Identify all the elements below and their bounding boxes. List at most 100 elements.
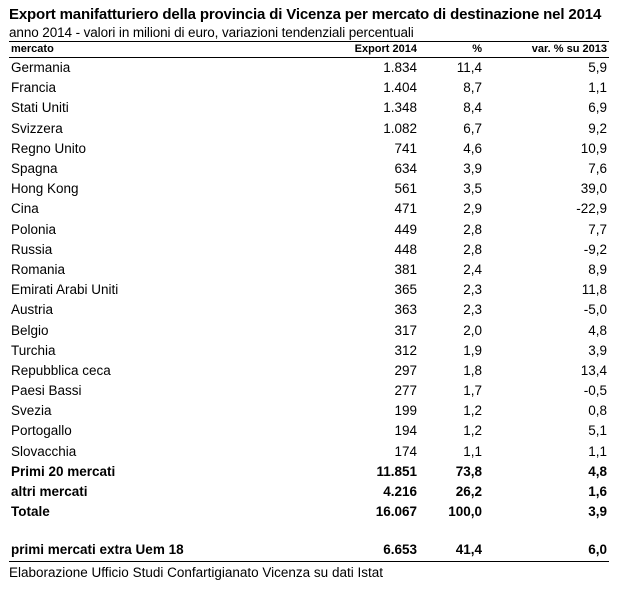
cell-percent: 1,8 (463, 362, 482, 378)
header-mercato: mercato (9, 41, 334, 58)
cell-export-2014: 561 (394, 181, 417, 197)
table-row: Paesi Bassi 277 1,7 -0,5 (9, 381, 609, 401)
cell-export-2014: 277 (394, 383, 417, 399)
cell-export-2014: 16.067 (375, 504, 417, 520)
cell-percent: 1,1 (463, 443, 482, 459)
table-row: Svezia 199 1,2 0,8 (9, 401, 609, 421)
cell-percent: 1,2 (463, 423, 482, 439)
cell-mercato: Romania (11, 261, 66, 277)
table-row: Slovacchia 174 1,1 1,1 (9, 442, 609, 462)
table-row: Turchia 312 1,9 3,9 (9, 341, 609, 361)
cell-export-2014: 448 (394, 241, 417, 257)
cell-mercato: Germania (11, 60, 71, 76)
spacer-row (9, 522, 609, 540)
export-table: mercato Export 2014 % var. % su 2013 Ger… (9, 41, 609, 562)
table-body: Germania 1.834 11,4 5,9 Francia 1.404 8,7 1,1 St… (9, 58, 609, 562)
cell-var-percent: 5,1 (588, 423, 607, 439)
cell-percent: 3,5 (463, 181, 482, 197)
cell-var-percent: 3,9 (588, 504, 607, 520)
cell-export-2014: 317 (394, 322, 417, 338)
table-row: Regno Unito 741 4,6 10,9 (9, 139, 609, 159)
cell-percent: 8,7 (463, 80, 482, 96)
cell-var-percent: 4,8 (588, 463, 607, 479)
cell-mercato: Primi 20 mercati (11, 463, 116, 479)
cell-percent: 2,3 (463, 282, 482, 298)
document-title: Export manifatturiero della provincia di… (9, 6, 602, 23)
cell-mercato: primi mercati extra Uem 18 (9, 540, 334, 562)
table-row: Spagna 634 3,9 7,6 (9, 159, 609, 179)
cell-var-percent: 39,0 (580, 181, 607, 197)
cell-var-percent: 13,4 (580, 362, 607, 378)
header-percent: % (419, 41, 484, 58)
cell-percent: 3,9 (463, 161, 482, 177)
cell-mercato: Belgio (11, 322, 49, 338)
cell-var-percent: 6,9 (588, 100, 607, 116)
cell-var-percent: -0,5 (583, 383, 607, 399)
table-row: Germania 1.834 11,4 5,9 (9, 58, 609, 79)
cell-var-percent: 1,1 (588, 80, 607, 96)
table-row: Francia 1.404 8,7 1,1 (9, 78, 609, 98)
document-subtitle: anno 2014 - valori in milioni di euro, v… (9, 25, 414, 40)
cell-mercato: Austria (11, 302, 54, 318)
table-row: Belgio 317 2,0 4,8 (9, 320, 609, 340)
cell-var-percent: 4,8 (588, 322, 607, 338)
table-row: Stati Uniti 1.348 8,4 6,9 (9, 98, 609, 118)
cell-percent: 1,9 (463, 342, 482, 358)
source-note: Elaborazione Ufficio Studi Confartigiana… (9, 564, 383, 580)
cell-mercato: Paesi Bassi (11, 383, 82, 399)
cell-var-percent: 10,9 (580, 140, 607, 156)
cell-percent: 1,2 (463, 403, 482, 419)
table-row: Romania 381 2,4 8,9 (9, 260, 609, 280)
cell-percent: 6,7 (463, 120, 482, 136)
cell-export-2014: 363 (394, 302, 417, 318)
extra-uem-row: primi mercati extra Uem 18 6.653 41,4 6,0 (9, 540, 609, 562)
cell-mercato: Totale (11, 504, 50, 520)
cell-export-2014: 471 (394, 201, 417, 217)
cell-mercato: Regno Unito (11, 140, 87, 156)
cell-var-percent: 6,0 (484, 540, 609, 562)
total-row: altri mercati 4.216 26,2 1,6 (9, 482, 609, 502)
cell-mercato: Stati Uniti (11, 100, 69, 116)
cell-export-2014: 1.082 (383, 120, 417, 136)
cell-var-percent: 3,9 (588, 342, 607, 358)
cell-mercato: Svezia (11, 403, 52, 419)
cell-export-2014: 312 (394, 342, 417, 358)
cell-percent: 2,4 (463, 261, 482, 277)
cell-percent: 100,0 (448, 504, 482, 520)
total-row: Primi 20 mercati 11.851 73,8 4,8 (9, 462, 609, 482)
table-row: Hong Kong 561 3,5 39,0 (9, 179, 609, 199)
cell-percent: 2,0 (463, 322, 482, 338)
header-export-2014: Export 2014 (334, 41, 419, 58)
cell-export-2014: 1.404 (383, 80, 417, 96)
cell-var-percent: -9,2 (583, 241, 607, 257)
cell-var-percent: 5,9 (588, 60, 607, 76)
cell-var-percent: 7,6 (588, 161, 607, 177)
cell-var-percent: 11,8 (581, 282, 607, 298)
cell-percent: 11,4 (456, 60, 482, 76)
cell-mercato: Hong Kong (11, 181, 79, 197)
cell-mercato: Svizzera (11, 120, 63, 136)
total-row: Totale 16.067 100,0 3,9 (9, 502, 609, 522)
cell-export-2014: 381 (394, 261, 417, 277)
cell-percent: 4,6 (463, 140, 482, 156)
cell-export-2014: 11.851 (376, 463, 417, 479)
cell-var-percent: 1,1 (588, 443, 607, 459)
cell-percent: 73,8 (455, 463, 482, 479)
cell-percent: 2,8 (463, 221, 482, 237)
cell-mercato: Emirati Arabi Uniti (11, 282, 119, 298)
cell-export-2014: 1.834 (383, 60, 417, 76)
cell-export-2014: 174 (394, 443, 417, 459)
cell-percent: 26,2 (455, 484, 482, 500)
cell-var-percent: 9,2 (588, 120, 607, 136)
cell-percent: 2,3 (463, 302, 482, 318)
spacer-cell (9, 522, 609, 540)
cell-export-2014: 194 (394, 423, 417, 439)
cell-mercato: Turchia (11, 342, 56, 358)
table-row: Austria 363 2,3 -5,0 (9, 300, 609, 320)
table-row: Russia 448 2,8 -9,2 (9, 240, 609, 260)
cell-mercato: Cina (11, 201, 39, 217)
cell-export-2014: 6.653 (334, 540, 419, 562)
cell-percent: 2,9 (463, 201, 482, 217)
cell-export-2014: 1.348 (383, 100, 417, 116)
table-row: Portogallo 194 1,2 5,1 (9, 421, 609, 441)
